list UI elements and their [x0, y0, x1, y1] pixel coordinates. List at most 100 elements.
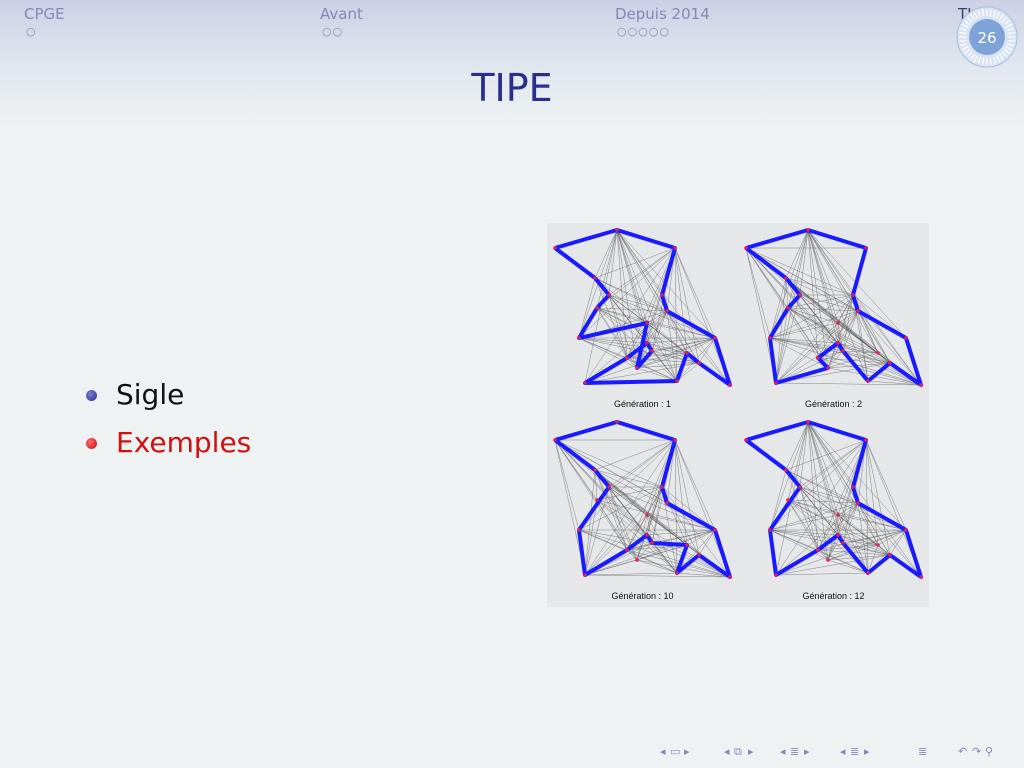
city-node [607, 485, 611, 489]
city-node [583, 381, 587, 385]
nav-section-depuis-2014[interactable]: Depuis 2014 [615, 5, 710, 23]
city-node [774, 381, 778, 385]
section-icon[interactable]: ≣ [850, 745, 860, 758]
city-node [866, 571, 870, 575]
city-node [864, 438, 868, 442]
section-prev-icon[interactable]: ◂ [840, 745, 846, 758]
nav-section-cpge[interactable]: CPGE [24, 5, 65, 23]
city-node [806, 228, 810, 232]
bullet-label: Exemples [116, 426, 252, 459]
top-navigation-bar: CPGE ○ Avant ○○ Depuis 2014 ○○○○○ TI [0, 0, 1024, 44]
generation-caption: Génération : 1 [613, 399, 672, 409]
city-node [851, 293, 855, 297]
slide-title: TIPE [471, 66, 553, 110]
city-node [675, 379, 679, 383]
city-node [553, 438, 557, 442]
city-node [836, 341, 840, 345]
search-icon[interactable]: ⚲ [985, 745, 994, 758]
section-next-icon[interactable]: ▸ [864, 745, 870, 758]
city-node [904, 528, 908, 532]
city-node [675, 571, 679, 575]
city-node [650, 541, 654, 545]
nav-dots-avant[interactable]: ○○ [322, 25, 344, 38]
city-node [816, 548, 820, 552]
nav-section-avant[interactable]: Avant [320, 5, 363, 23]
city-node [784, 468, 788, 472]
bullet-item-exemples: Exemples [86, 423, 251, 471]
city-node [806, 420, 810, 424]
city-node [660, 485, 664, 489]
candidate-edges [578, 229, 731, 386]
city-node [635, 558, 639, 562]
nav-dots-depuis-2014[interactable]: ○○○○○ [617, 25, 670, 38]
city-node [768, 528, 772, 532]
city-node [744, 246, 748, 250]
city-node [685, 543, 689, 547]
city-node [713, 336, 717, 340]
city-node [615, 420, 619, 424]
city-node [645, 513, 649, 517]
best-tour-route [553, 228, 732, 387]
slide-number-badge: 26 [956, 6, 1018, 68]
frame-prev-icon[interactable]: ◂ [724, 745, 730, 758]
city-node [826, 366, 830, 370]
city-node [553, 246, 557, 250]
city-node [645, 321, 649, 325]
slide-prev-icon[interactable]: ◂ [660, 745, 666, 758]
city-node [685, 351, 689, 355]
city-node [864, 246, 868, 250]
city-node [798, 293, 802, 297]
subsection-prev-icon[interactable]: ◂ [780, 745, 786, 758]
city-node [615, 228, 619, 232]
city-node [728, 383, 732, 387]
city-node [836, 321, 840, 325]
city-node [816, 356, 820, 360]
city-node [841, 541, 845, 545]
tour-graph-1 [553, 228, 732, 387]
city-node [595, 306, 599, 310]
slide-icon[interactable]: ▭ [670, 745, 681, 758]
generation-panel-10: Génération : 10 [547, 415, 738, 607]
city-node [673, 246, 677, 250]
city-node [673, 438, 677, 442]
city-node [768, 336, 772, 340]
city-node [625, 356, 629, 360]
city-node [836, 533, 840, 537]
city-node [841, 349, 845, 353]
frame-icon[interactable]: ⧉ [734, 745, 742, 758]
city-node [665, 501, 669, 505]
city-node [645, 533, 649, 537]
city-node [786, 498, 790, 502]
city-node [660, 293, 664, 297]
city-node [697, 553, 701, 557]
city-node [593, 276, 597, 280]
bullet-dot-icon [86, 438, 97, 449]
city-node [919, 383, 923, 387]
city-node [665, 309, 669, 313]
genetic-algorithm-figure: Génération : 1 Génération : 2 Génération… [547, 223, 929, 607]
city-node [645, 341, 649, 345]
city-node [697, 361, 701, 365]
forward-icon[interactable]: ↷ [972, 745, 982, 758]
best-tour-route [744, 420, 923, 579]
generation-panel-12: Génération : 12 [738, 415, 929, 607]
nav-dots-cpge[interactable]: ○ [26, 25, 37, 38]
slide-next-icon[interactable]: ▸ [684, 745, 690, 758]
back-icon[interactable]: ↶ [958, 745, 968, 758]
city-node [798, 485, 802, 489]
toc-icon[interactable]: ≣ [918, 745, 928, 758]
city-node [774, 573, 778, 577]
city-node [888, 553, 892, 557]
subsection-next-icon[interactable]: ▸ [804, 745, 810, 758]
city-node [786, 306, 790, 310]
city-node [595, 498, 599, 502]
frame-next-icon[interactable]: ▸ [748, 745, 754, 758]
city-node [650, 349, 654, 353]
city-node [607, 293, 611, 297]
subsection-icon[interactable]: ≣ [790, 745, 800, 758]
city-node [577, 528, 581, 532]
city-node [728, 575, 732, 579]
city-node [784, 276, 788, 280]
city-node [856, 309, 860, 313]
bullet-item-sigle: Sigle [86, 375, 251, 423]
